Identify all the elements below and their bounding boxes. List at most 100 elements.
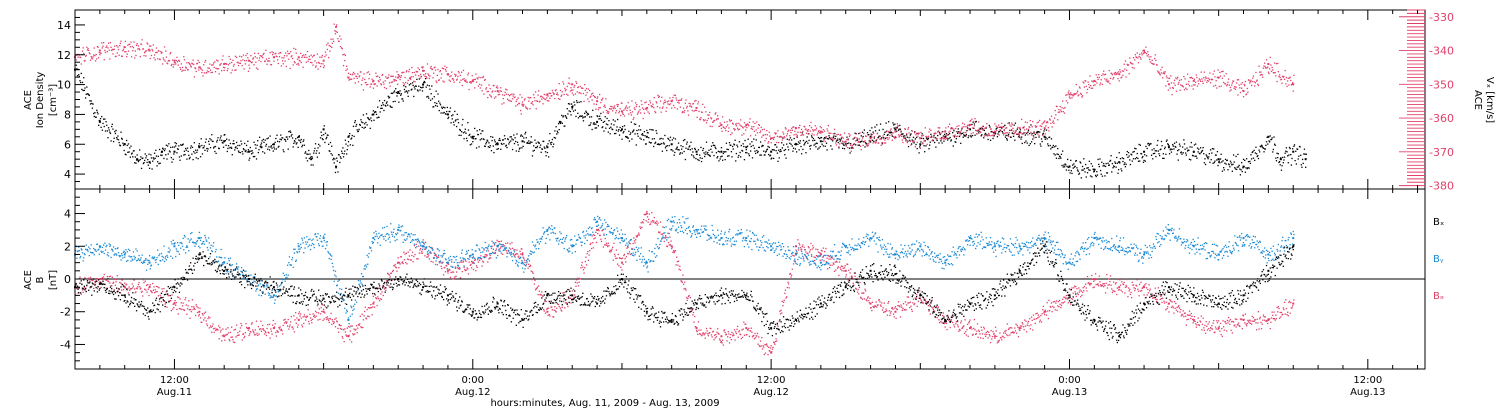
vx-scatter-dot	[77, 56, 79, 58]
density-scatter-dot	[1027, 131, 1029, 133]
vx-scatter-dot	[590, 95, 592, 97]
vx-scatter-dot	[1284, 69, 1286, 72]
vx-scatter-dot	[93, 54, 95, 56]
density-scatter-dot	[326, 136, 328, 138]
vx-scatter-dot	[309, 58, 311, 60]
density-scatter-dot	[396, 95, 398, 97]
vx-scatter-dot	[1243, 83, 1245, 86]
vx-scatter-dot	[664, 99, 666, 101]
density-scatter-dot	[602, 121, 604, 123]
bz-scatter-dot	[250, 323, 253, 325]
density-scatter-dot	[828, 136, 831, 139]
density-scatter-dot	[694, 147, 696, 150]
vx-scatter-dot	[569, 90, 572, 92]
vx-scatter-dot	[676, 108, 678, 110]
bz-scatter-dot	[411, 251, 414, 253]
density-scatter-dot	[1046, 138, 1048, 140]
vx-scatter-dot	[385, 87, 388, 90]
bz-scatter-dot	[185, 297, 187, 299]
vx-scatter-dot	[723, 126, 725, 129]
vx-scatter-dot	[671, 107, 673, 109]
density-scatter-dot	[320, 131, 322, 133]
vx-scatter-dot	[983, 128, 985, 130]
density-scatter-dot	[809, 148, 811, 150]
density-scatter-dot	[391, 106, 393, 109]
vx-scatter-dot	[478, 76, 480, 78]
vx-scatter-dot	[456, 79, 458, 81]
bz-point	[322, 310, 325, 313]
vx-scatter-dot	[984, 127, 986, 129]
vx-scatter-dot	[1098, 73, 1100, 76]
density-scatter-dot	[1153, 148, 1155, 150]
density-scatter-dot	[960, 133, 963, 135]
vx-scatter-dot	[524, 98, 526, 100]
bz-scatter-dot	[469, 264, 471, 266]
vx-scatter-dot	[1229, 90, 1231, 92]
bz-scatter-dot	[487, 250, 490, 252]
density-scatter-dot	[243, 149, 245, 151]
density-scatter-dot	[211, 134, 213, 136]
bz-scatter-dot	[315, 315, 317, 317]
vx-scatter-dot	[641, 107, 644, 109]
density-scatter-dot	[1236, 168, 1238, 171]
density-scatter-dot	[1241, 170, 1243, 173]
vx-scatter-dot	[527, 96, 529, 99]
density-scatter-dot	[1142, 155, 1144, 158]
density-scatter-dot	[239, 151, 242, 154]
vx-scatter-dot	[1242, 89, 1244, 92]
density-scatter-dot	[1122, 157, 1125, 160]
vx-scatter-dot	[1290, 84, 1293, 86]
vx-scatter-dot	[616, 103, 618, 106]
bz-scatter-dot	[476, 266, 478, 269]
density-scatter-dot	[1131, 160, 1133, 162]
density-scatter-dot	[219, 139, 221, 141]
vx-scatter-dot	[938, 130, 940, 133]
vx-scatter-dot	[805, 128, 807, 130]
density-scatter-dot	[695, 157, 697, 160]
density-point	[297, 135, 300, 138]
density-scatter-dot	[547, 156, 550, 158]
vx-scatter-dot	[682, 107, 685, 109]
density-scatter-dot	[682, 139, 685, 142]
vx-scatter-dot	[354, 82, 356, 84]
bz-scatter-dot	[290, 316, 292, 318]
density-scatter-dot	[440, 112, 442, 114]
vx-scatter-dot	[871, 136, 873, 138]
density-scatter-dot	[802, 148, 804, 151]
vx-scatter-dot	[203, 72, 205, 74]
vx-scatter-dot	[795, 133, 797, 136]
density-scatter-dot	[1154, 150, 1156, 152]
density-scatter-dot	[1146, 147, 1148, 150]
density-scatter-dot	[1114, 161, 1116, 163]
density-scatter-dot	[196, 151, 198, 153]
density-scatter-dot	[260, 142, 263, 144]
vx-scatter-dot	[868, 141, 871, 143]
bz-scatter-dot	[221, 335, 223, 337]
density-scatter-dot	[910, 143, 913, 145]
vx-scatter-dot	[171, 59, 174, 61]
density-scatter-dot	[787, 146, 789, 148]
vx-scatter-dot	[1288, 84, 1290, 86]
vx-scatter-dot	[978, 127, 981, 129]
density-scatter-dot	[446, 106, 448, 109]
vx-scatter-dot	[648, 103, 650, 106]
vx-scatter-dot	[963, 123, 966, 126]
density-scatter-dot	[469, 144, 471, 146]
density-scatter-dot	[1264, 148, 1266, 150]
density-scatter-dot	[385, 102, 388, 104]
vx-scatter-dot	[769, 135, 771, 137]
vx-scatter-dot	[1017, 126, 1019, 129]
vx-scatter-dot	[237, 61, 239, 63]
vx-scatter-dot	[684, 102, 687, 104]
vx-scatter-dot	[534, 100, 536, 102]
density-scatter-dot	[261, 140, 263, 142]
density-scatter-dot	[661, 150, 664, 152]
density-scatter-dot	[198, 143, 200, 145]
bz-scatter-dot	[472, 261, 474, 263]
bz-scatter-dot	[228, 338, 230, 341]
vx-scatter-dot	[134, 57, 136, 59]
density-scatter-dot	[941, 142, 943, 144]
density-scatter-dot	[955, 138, 958, 140]
density-scatter-dot	[507, 138, 509, 141]
